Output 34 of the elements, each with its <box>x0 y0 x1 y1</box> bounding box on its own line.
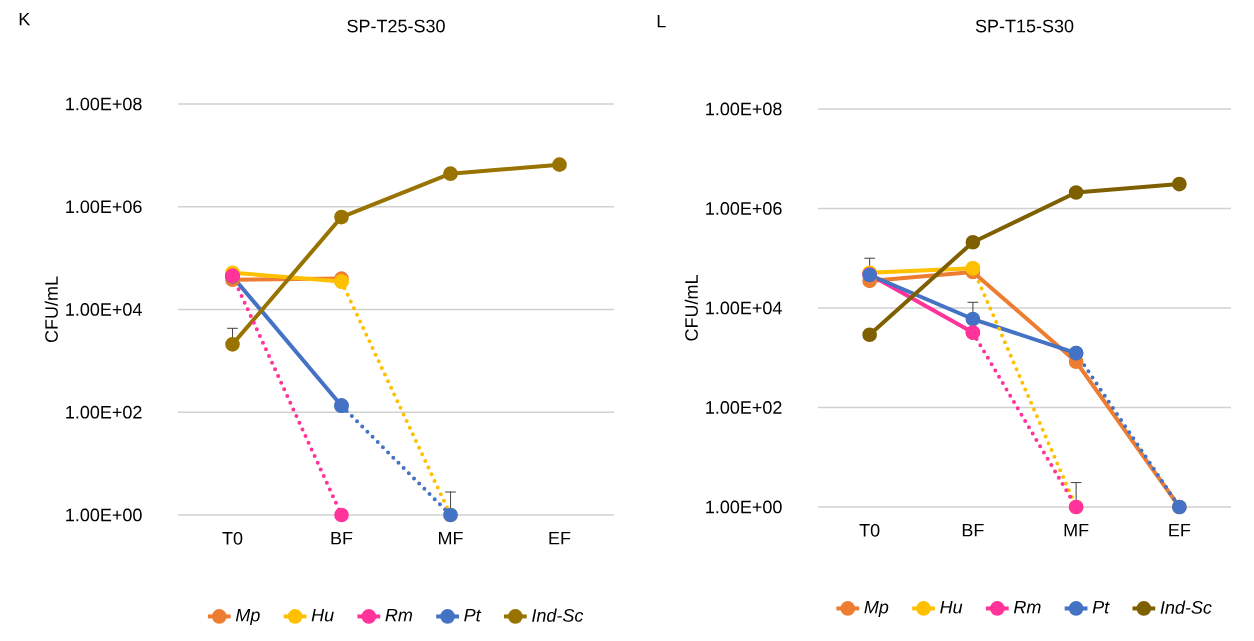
x-tick-label: MF <box>1064 523 1089 537</box>
x-tick-label: EF <box>1169 523 1191 537</box>
legend-label: Hu <box>311 608 334 622</box>
y-tick-label: 1.00E+08 <box>706 102 782 116</box>
x-tick-label: EF <box>549 531 571 545</box>
legend-label: Mp <box>235 608 260 626</box>
x-tick-label: T0 <box>859 523 880 537</box>
x-tick-label: BF <box>331 531 353 545</box>
legend-label: Hu <box>940 600 963 614</box>
legend-label: Pt <box>1092 600 1110 614</box>
text: K <box>19 12 31 26</box>
y-axis-title: CFU/mL <box>684 275 698 341</box>
legend-label: Pt <box>464 608 482 622</box>
y-tick-label: 1.00E+06 <box>66 200 142 214</box>
legend-label: Ind-Sc <box>532 608 584 622</box>
legend-label: Mp <box>864 600 889 618</box>
x-tick-label: BF <box>962 523 984 537</box>
chart-title: SP-T25-S30 <box>347 19 445 33</box>
text: L <box>657 14 666 28</box>
y-tick-label: 1.00E+00 <box>706 500 782 514</box>
y-axis-title: CFU/mL <box>44 276 58 343</box>
y-tick-label: 1.00E+02 <box>706 401 782 414</box>
y-tick-label: 1.00E+04 <box>706 301 782 315</box>
legend-label: Rm <box>1013 600 1041 614</box>
legend-label: Ind-Sc <box>1160 600 1212 614</box>
y-tick-label: 1.00E+08 <box>66 97 142 111</box>
x-tick-label: T0 <box>222 531 243 545</box>
legend-label: Rm <box>385 608 413 622</box>
y-tick-label: 1.00E+00 <box>66 508 142 522</box>
x-tick-label: MF <box>438 531 463 545</box>
y-tick-label: 1.00E+02 <box>66 405 142 419</box>
y-tick-label: 1.00E+04 <box>66 303 142 316</box>
y-tick-label: 1.00E+06 <box>706 202 782 215</box>
chart-title: SP-T15-S30 <box>975 19 1074 33</box>
